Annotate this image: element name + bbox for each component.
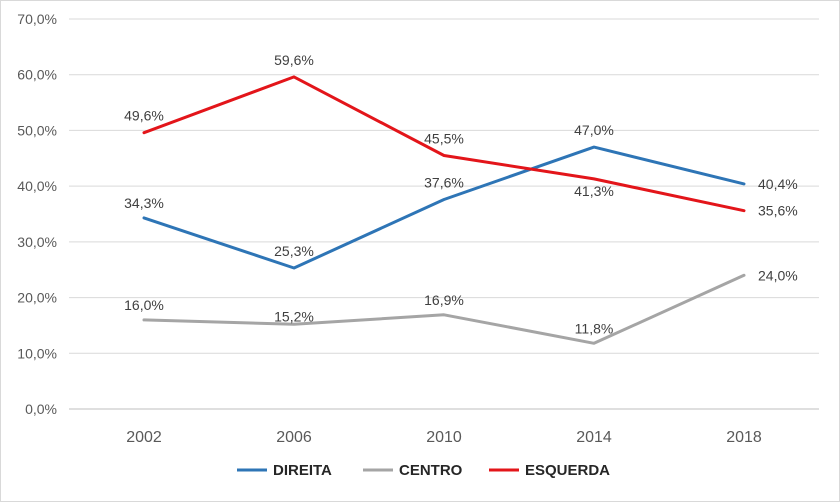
y-tick-label: 60,0% (17, 67, 57, 83)
legend-item-esquerda: ESQUERDA (489, 462, 610, 479)
legend-label: ESQUERDA (525, 462, 610, 479)
legend: DIREITA CENTRO ESQUERDA (237, 462, 610, 479)
data-labels: 34,3% 25,3% 37,6% 47,0% 40,4% 16,0% 15,2% 16,9%… (124, 52, 798, 336)
x-tick-label: 2006 (276, 429, 312, 446)
data-label: 49,6% (124, 108, 164, 124)
y-tick-label: 30,0% (17, 234, 57, 250)
data-label: 37,6% (424, 175, 464, 191)
data-label: 34,3% (124, 195, 164, 211)
series-lines (142, 75, 746, 345)
y-tick-label: 70,0% (17, 11, 57, 27)
data-label: 11,8% (575, 320, 614, 336)
x-tick-label: 2002 (126, 429, 162, 446)
x-axis: 2002 2006 2010 2014 2018 (69, 408, 819, 446)
data-label: 35,6% (758, 203, 798, 219)
y-tick-label: 0,0% (25, 401, 57, 417)
y-tick-label: 40,0% (17, 178, 57, 194)
data-label: 45,5% (424, 131, 464, 147)
data-label: 24,0% (758, 267, 798, 283)
x-tick-label: 2010 (426, 429, 462, 446)
series-line-direita (142, 145, 746, 270)
data-label: 41,3% (574, 183, 614, 199)
y-tick-label: 50,0% (17, 122, 57, 138)
data-label: 25,3% (274, 243, 314, 259)
y-tick-label: 10,0% (17, 345, 57, 361)
data-label: 40,4% (758, 176, 798, 192)
legend-item-centro: CENTRO (363, 462, 463, 479)
data-label: 47,0% (574, 122, 614, 138)
data-label: 16,0% (124, 297, 164, 313)
y-axis: 0,0% 10,0% 20,0% 30,0% 40,0% 50,0% 60,0% 70,0% (17, 11, 57, 417)
data-label: 59,6% (274, 52, 314, 68)
x-tick-label: 2018 (726, 429, 762, 446)
data-label: 15,2% (274, 308, 314, 324)
legend-label: CENTRO (399, 462, 463, 479)
series-line-centro (142, 273, 746, 345)
x-tick-label: 2014 (576, 429, 612, 446)
legend-label: DIREITA (273, 462, 332, 479)
series-line-esquerda (142, 75, 746, 213)
data-label: 16,9% (424, 292, 464, 308)
y-tick-label: 20,0% (17, 290, 57, 306)
legend-item-direita: DIREITA (237, 462, 332, 479)
gridlines (69, 18, 819, 354)
